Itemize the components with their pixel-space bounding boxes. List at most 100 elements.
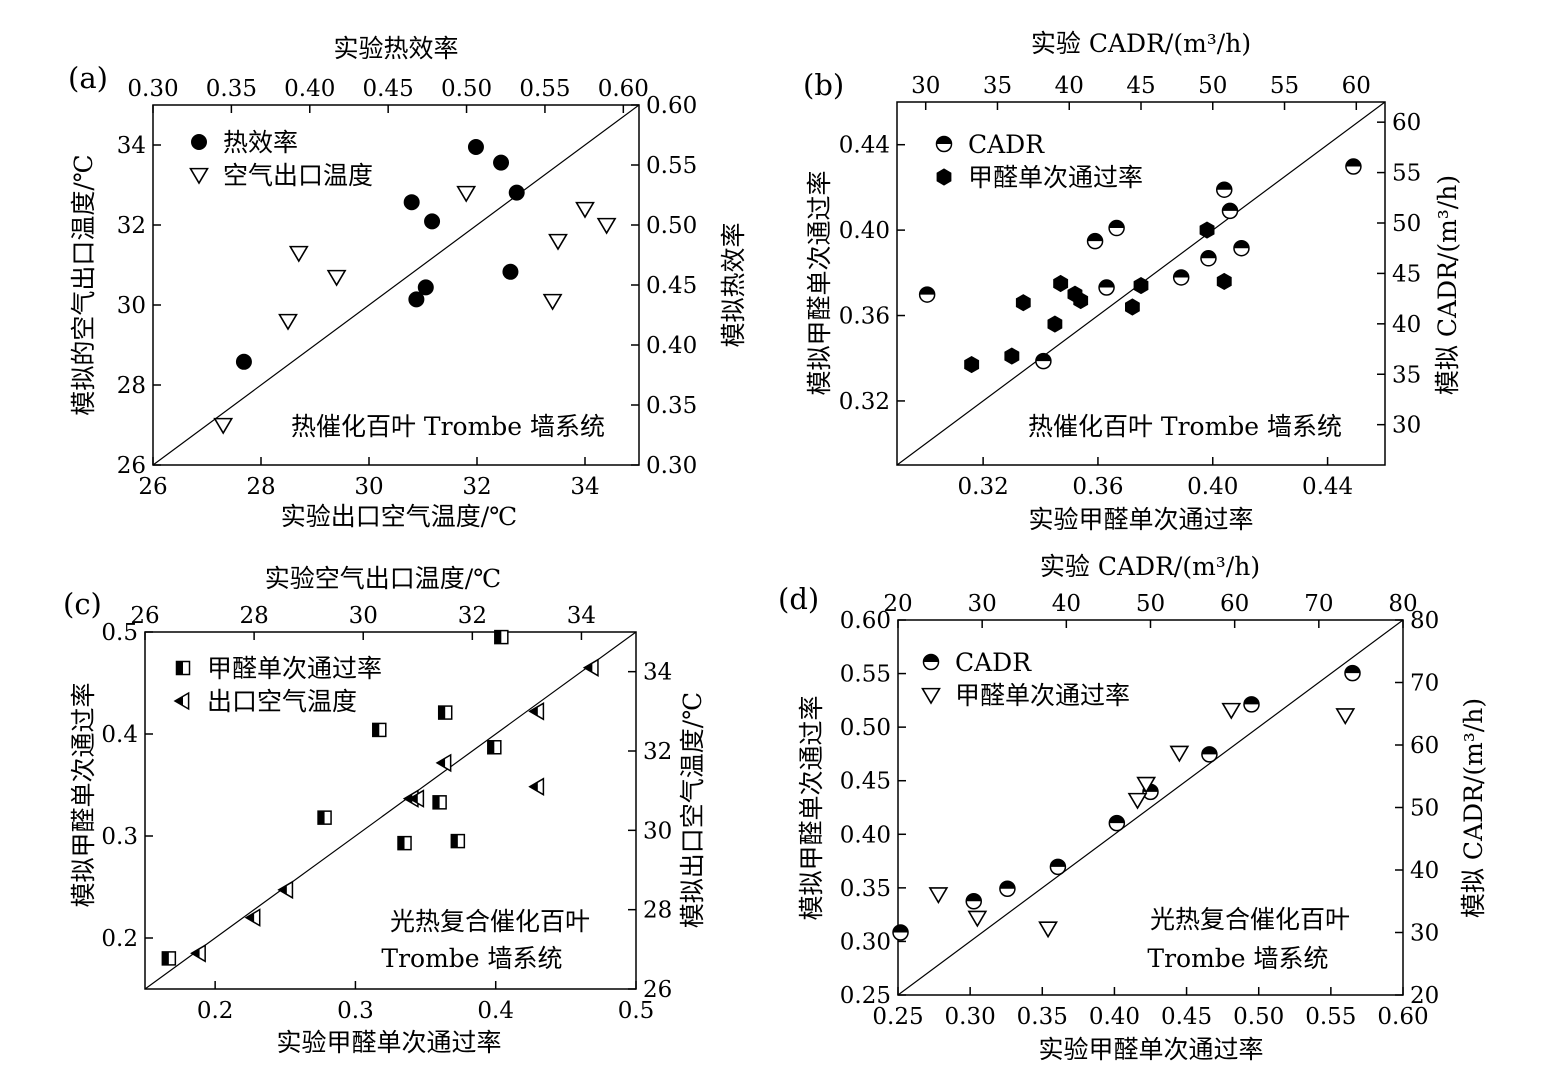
- legend-label: 甲醛单次通过率: [207, 654, 382, 683]
- data-point-fill: [318, 811, 325, 825]
- data-point: [456, 185, 477, 203]
- x2-tick-label: 30: [911, 73, 940, 99]
- x-tick-label: 0.50: [1233, 1004, 1284, 1030]
- data-point: [502, 263, 519, 280]
- data-point: [213, 417, 234, 435]
- y2-tick-label: 50: [1392, 211, 1421, 237]
- y2-tick-label: 26: [643, 977, 672, 1003]
- y-tick-label: 0.32: [839, 389, 890, 415]
- y-tick-label: 0.60: [840, 608, 891, 634]
- data-point: [528, 702, 545, 721]
- x-tick-label: 0.40: [1187, 474, 1238, 500]
- panel-b: 0.32 0.36 0.40 0.44 0.32 0.36 0.40 0.44 30 35 40 45…: [803, 29, 1462, 534]
- data-point: [964, 356, 980, 374]
- series-0: [235, 139, 525, 370]
- data-point-fill: [999, 881, 1015, 889]
- x-tick-label: 0.36: [1072, 474, 1123, 500]
- one-to-one-line: [897, 619, 1404, 996]
- y2-tick-label: 40: [1392, 312, 1421, 338]
- panel-tag: (b): [803, 68, 844, 102]
- data-point: [408, 789, 425, 808]
- y2-axis-title: 模拟 CADR/(m³/h): [1433, 175, 1462, 395]
- data-point: [548, 233, 568, 251]
- y2-tick-label: 70: [1410, 671, 1439, 697]
- series-1: [213, 185, 617, 435]
- x-axis-title: 实验甲醛单次通过率: [1038, 1035, 1263, 1064]
- x2-axis-title: 实验热效率: [333, 34, 458, 63]
- data-point-fill: [1109, 815, 1125, 824]
- data-point: [1233, 239, 1250, 257]
- x-tick-label: 0.44: [1302, 474, 1353, 500]
- y2-tick-label: 30: [1392, 413, 1421, 439]
- data-point-fill: [1201, 746, 1217, 755]
- data-point-fill: [919, 287, 935, 295]
- data-point: [403, 194, 420, 211]
- data-point: [317, 810, 332, 825]
- legend-marker: [173, 691, 190, 711]
- series-1: [928, 702, 1356, 939]
- data-point: [408, 291, 425, 308]
- data-point-fill: [398, 836, 405, 850]
- data-point: [277, 880, 294, 900]
- data-point: [1073, 292, 1089, 310]
- y-tick-label: 0.44: [839, 133, 890, 159]
- legend-marker: [189, 167, 209, 185]
- data-point: [1169, 745, 1190, 763]
- y-tick-label: 32: [117, 213, 146, 239]
- x2-tick-label: 80: [1388, 591, 1417, 617]
- legend-label: CADR: [955, 648, 1032, 677]
- y-tick-label: 0.50: [840, 715, 891, 741]
- x2-tick-label: 35: [983, 73, 1012, 99]
- data-point: [432, 795, 447, 810]
- y-tick-label: 0.40: [840, 822, 891, 848]
- data-point: [596, 217, 617, 235]
- legend-label: 甲醛单次通过率: [968, 163, 1143, 192]
- data-point-fill: [1099, 280, 1115, 288]
- y2-tick-label: 55: [1392, 161, 1421, 187]
- panel-annotation: 光热复合催化百叶: [1150, 905, 1350, 934]
- data-point: [892, 924, 909, 941]
- x2-tick-label: 32: [458, 603, 487, 629]
- data-point: [372, 722, 387, 738]
- data-point: [1200, 250, 1217, 267]
- data-point: [494, 629, 509, 645]
- panel-tag: (d): [778, 582, 819, 616]
- legend-label: CADR: [968, 130, 1045, 159]
- y2-tick-label: 0.40: [646, 333, 697, 359]
- legend-marker: [175, 660, 191, 676]
- y2-tick-label: 0.55: [646, 153, 697, 179]
- panel-annotation: 热催化百叶 Trombe 墙系统: [291, 412, 605, 441]
- data-point: [528, 777, 545, 797]
- data-point: [244, 908, 261, 927]
- data-point: [1215, 181, 1233, 198]
- y-tick-label: 0.36: [839, 304, 890, 330]
- y-tick-label: 0.40: [839, 218, 890, 244]
- data-point-fill: [1200, 250, 1216, 259]
- data-point: [235, 353, 252, 370]
- panel-c: 0.2 0.3 0.4 0.50.20.30.40.526 28 30 32 34262830…: [63, 564, 707, 1057]
- data-point: [1108, 814, 1126, 832]
- data-point: [326, 269, 347, 287]
- x2-tick-label: 0.55: [519, 76, 570, 102]
- data-point: [1216, 272, 1232, 290]
- y-tick-label: 30: [117, 293, 146, 319]
- x2-axis-title: 实验 CADR/(m³/h): [1040, 552, 1260, 581]
- data-point: [1015, 294, 1031, 312]
- panel-annotation: 热催化百叶 Trombe 墙系统: [1028, 412, 1342, 441]
- y2-tick-label: 40: [1410, 858, 1439, 884]
- x2-tick-label: 28: [239, 603, 268, 629]
- data-point-fill: [246, 912, 255, 923]
- x2-tick-label: 26: [130, 603, 159, 629]
- y2-tick-label: 0.60: [646, 93, 697, 119]
- data-point: [467, 139, 484, 155]
- data-point: [1335, 708, 1356, 726]
- data-point-fill: [1244, 696, 1259, 705]
- data-point: [1136, 776, 1157, 794]
- data-point-fill: [191, 948, 200, 959]
- legend-label: 空气出口温度: [223, 161, 373, 190]
- y-axis-title: 模拟甲醛单次通过率: [797, 695, 826, 920]
- data-point-fill: [1345, 159, 1361, 167]
- data-point: [1125, 298, 1140, 316]
- data-point-fill: [529, 781, 538, 792]
